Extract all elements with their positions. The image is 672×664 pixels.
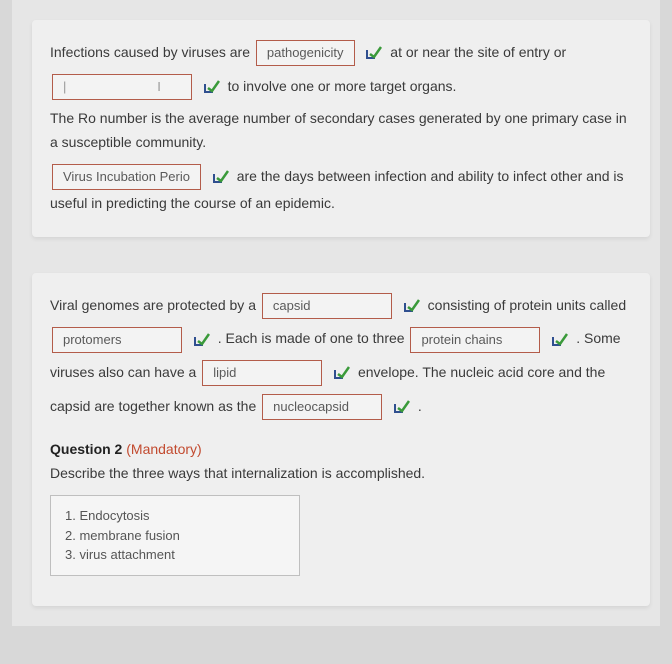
check-icon xyxy=(204,80,220,94)
check-icon xyxy=(366,46,382,60)
text-segment: Viral genomes are protected by a xyxy=(50,297,256,313)
blank-capsid[interactable]: capsid xyxy=(262,293,392,319)
text-segment: . Each is made of one to three xyxy=(218,330,405,346)
answer-line-2: 2. membrane fusion xyxy=(65,526,285,546)
blank-protomers[interactable]: protomers xyxy=(52,327,182,353)
check-icon xyxy=(394,400,410,414)
answer-textarea[interactable]: 1. Endocytosis 2. membrane fusion 3. vir… xyxy=(50,495,300,576)
mandatory-label: (Mandatory) xyxy=(126,441,201,457)
question-2-prompt: Describe the three ways that internaliza… xyxy=(50,465,632,481)
text-segment: consisting of xyxy=(428,297,506,313)
paragraph-ro: The Ro number is the average number of s… xyxy=(50,107,632,155)
question-card-1: Infections caused by viruses are pathoge… xyxy=(32,20,650,237)
fill-blank-paragraph-3: Viral genomes are protected by a capsid … xyxy=(50,289,632,423)
answer-line-3: 3. virus attachment xyxy=(65,545,285,565)
question-card-2: Viral genomes are protected by a capsid … xyxy=(32,273,650,606)
text-segment: The Ro number is the average number of s… xyxy=(50,110,627,150)
check-icon xyxy=(334,366,350,380)
question-2-title: Question 2 (Mandatory) xyxy=(50,441,632,457)
text-segment: entry or xyxy=(519,44,566,60)
question-number: Question 2 xyxy=(50,441,122,457)
blank-lipid[interactable]: lipid xyxy=(202,360,322,386)
text-segment: at or near the site of xyxy=(390,44,515,60)
answer-line-1: 1. Endocytosis xyxy=(65,506,285,526)
blank-pathogenicity[interactable]: pathogenicity xyxy=(256,40,355,66)
check-icon xyxy=(194,333,210,347)
text-segment: Infections caused by viruses are xyxy=(50,44,250,60)
check-icon xyxy=(552,333,568,347)
text-segment: protein units called xyxy=(509,297,626,313)
blank-incubation[interactable]: Virus Incubation Perio xyxy=(52,164,201,190)
fill-blank-paragraph-2: Virus Incubation Perio are the days betw… xyxy=(50,163,632,217)
check-icon xyxy=(404,299,420,313)
blank-entry-empty[interactable]: | I xyxy=(52,74,192,100)
text-segment: . xyxy=(418,398,422,414)
blank-protein-chains[interactable]: protein chains xyxy=(410,327,540,353)
check-icon xyxy=(213,170,229,184)
fill-blank-paragraph-1: Infections caused by viruses are pathoge… xyxy=(50,36,632,103)
blank-nucleocapsid[interactable]: nucleocapsid xyxy=(262,394,382,420)
text-segment: to involve one or more target organs. xyxy=(228,78,457,94)
